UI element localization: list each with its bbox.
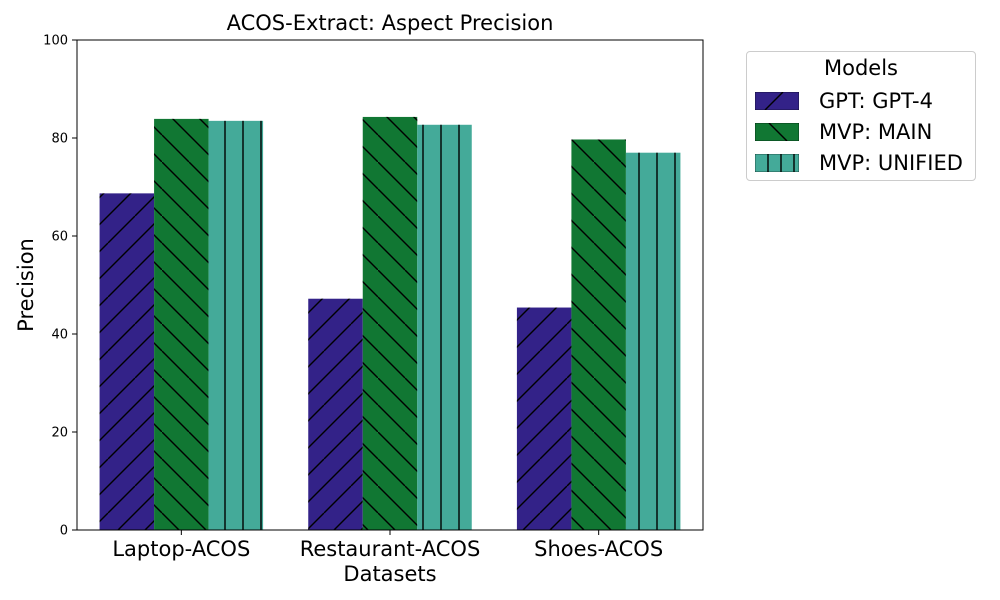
chart-title: ACOS-Extract: Aspect Precision <box>227 11 554 35</box>
bar-hatch <box>625 152 681 530</box>
legend-swatch-mvp-unified <box>755 154 799 172</box>
y-tick-label: 20 <box>51 426 68 441</box>
bars-group <box>99 116 681 531</box>
legend: Models GPT: GPT-4 MVP: MAIN MVP: UNIFIED <box>746 51 976 181</box>
x-axis-label: Datasets <box>343 562 436 586</box>
legend-item-mvp-main: MVP: MAIN <box>755 119 932 145</box>
bar-hatch <box>516 307 572 530</box>
bar-hatch <box>154 118 209 530</box>
legend-swatch-mvp-main <box>755 123 799 141</box>
x-tick-label: Restaurant-ACOS <box>300 537 481 561</box>
y-tick-label: 0 <box>60 524 68 539</box>
x-tick-label: Laptop-ACOS <box>112 537 250 561</box>
y-tick-label: 80 <box>51 132 68 147</box>
bar-hatch <box>417 124 472 531</box>
legend-label-mvp-unified: MVP: UNIFIED <box>819 151 963 175</box>
bar-hatch <box>308 298 363 530</box>
legend-title: Models <box>824 56 898 80</box>
legend-label-mvp-main: MVP: MAIN <box>819 120 933 144</box>
y-axis-label: Precision <box>14 238 38 332</box>
legend-label-gpt4: GPT: GPT-4 <box>819 89 933 113</box>
legend-item-mvp-unified: MVP: UNIFIED <box>755 150 963 176</box>
legend-swatch-gpt4 <box>755 92 799 110</box>
bar-hatch <box>571 139 626 530</box>
y-tick-label: 100 <box>43 34 68 49</box>
bar-hatch <box>208 120 264 530</box>
x-axis-ticks: Laptop-ACOS Restaurant-ACOS Shoes-ACOS <box>112 530 663 561</box>
x-tick-label: Shoes-ACOS <box>534 537 663 561</box>
y-axis-ticks: 0 20 40 60 80 100 <box>43 34 77 539</box>
bar-hatch <box>99 193 155 530</box>
y-tick-label: 40 <box>51 328 68 343</box>
bar-hatch <box>362 116 418 531</box>
legend-item-gpt4: GPT: GPT-4 <box>755 88 933 114</box>
y-tick-label: 60 <box>51 230 68 245</box>
